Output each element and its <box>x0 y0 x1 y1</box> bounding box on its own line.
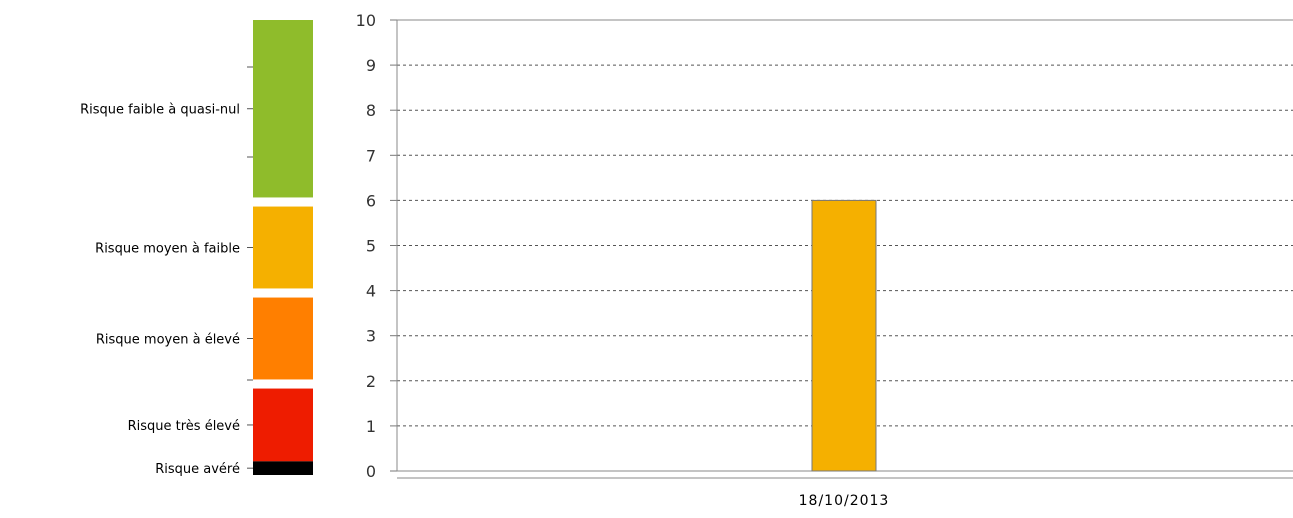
y-tick-label: 9 <box>366 56 376 75</box>
y-tick-label: 6 <box>366 191 376 210</box>
labels: 0 1 2 3 4 5 6 7 8 9 10 18/10/2013 Risque faible à qu… <box>80 11 890 509</box>
risk-band-label: Risque faible à quasi-nul <box>80 103 240 118</box>
risk-band-label: Risque moyen à élevé <box>96 333 240 348</box>
risk-band <box>253 206 313 289</box>
y-tick-label: 0 <box>366 462 376 481</box>
y-tick-label: 2 <box>366 372 376 391</box>
risk-band-label: Risque moyen à faible <box>95 242 240 257</box>
x-tick-label: 18/10/2013 <box>799 493 890 509</box>
y-tick-label: 8 <box>366 101 376 120</box>
bar <box>811 199 877 472</box>
risk-band-label: Risque très élevé <box>128 419 240 434</box>
y-tick-label: 10 <box>356 11 376 30</box>
y-tick-label: 3 <box>366 327 376 346</box>
bars <box>811 199 877 472</box>
risk-band-label: Risque avéré <box>155 462 240 477</box>
y-tick-label: 4 <box>366 282 376 301</box>
risk-scale <box>247 20 313 475</box>
y-tick-label: 5 <box>366 237 376 256</box>
grid <box>397 64 1293 427</box>
risk-band <box>253 388 313 462</box>
y-tick-label: 1 <box>366 417 376 436</box>
risk-band <box>253 297 313 380</box>
risk-band <box>253 461 313 475</box>
risk-band <box>253 20 313 198</box>
y-tick-label: 7 <box>366 146 376 165</box>
